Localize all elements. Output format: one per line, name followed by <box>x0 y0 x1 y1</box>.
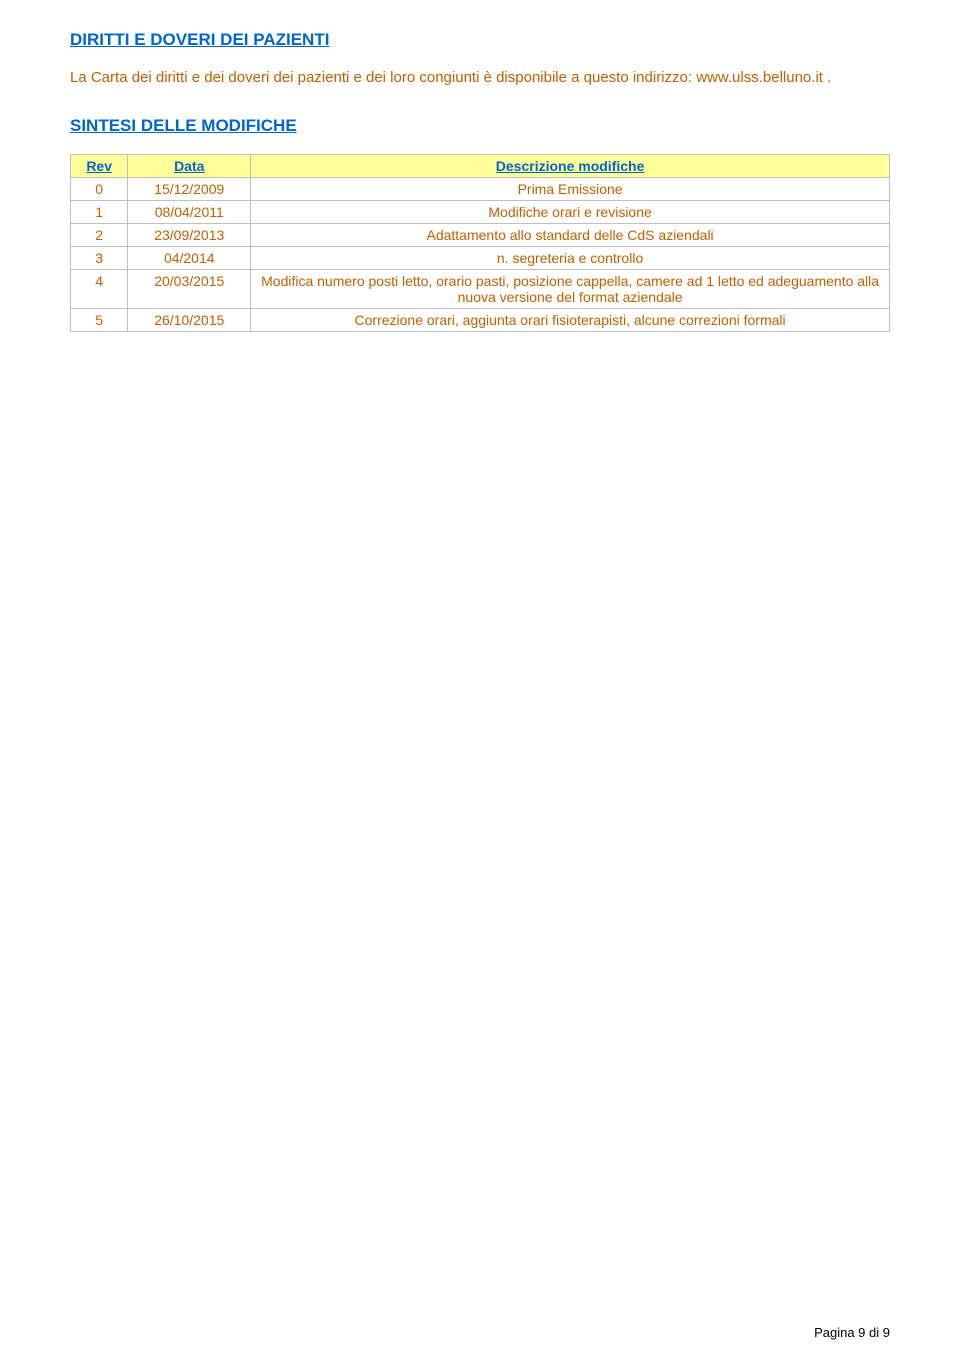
col-header-desc: Descrizione modifiche <box>251 155 890 178</box>
page-footer: Pagina 9 di 9 <box>814 1325 890 1340</box>
cell-rev: 3 <box>71 247 128 270</box>
table-row: 5 26/10/2015 Correzione orari, aggiunta … <box>71 309 890 332</box>
cell-rev: 4 <box>71 270 128 309</box>
cell-data: 15/12/2009 <box>128 178 251 201</box>
cell-data: 23/09/2013 <box>128 224 251 247</box>
table-row: 4 20/03/2015 Modifica numero posti letto… <box>71 270 890 309</box>
cell-desc: Modifica numero posti letto, orario past… <box>251 270 890 309</box>
table-row: 1 08/04/2011 Modifiche orari e revisione <box>71 201 890 224</box>
intro-text-pre: La Carta dei diritti e dei doveri dei pa… <box>70 69 696 86</box>
cell-data: 08/04/2011 <box>128 201 251 224</box>
cell-desc: Correzione orari, aggiunta orari fisiote… <box>251 309 890 332</box>
table-row: 2 23/09/2013 Adattamento allo standard d… <box>71 224 890 247</box>
cell-desc: Prima Emissione <box>251 178 890 201</box>
cell-rev: 0 <box>71 178 128 201</box>
col-header-rev: Rev <box>71 155 128 178</box>
intro-text-post: . <box>827 69 831 86</box>
table-header-row: Rev Data Descrizione modifiche <box>71 155 890 178</box>
cell-data: 26/10/2015 <box>128 309 251 332</box>
table-row: 0 15/12/2009 Prima Emissione <box>71 178 890 201</box>
cell-rev: 2 <box>71 224 128 247</box>
table-body: 0 15/12/2009 Prima Emissione 1 08/04/201… <box>71 178 890 332</box>
col-header-data: Data <box>128 155 251 178</box>
cell-data: 20/03/2015 <box>128 270 251 309</box>
modifiche-table: Rev Data Descrizione modifiche 0 15/12/2… <box>70 154 890 332</box>
table-row: 3 04/2014 n. segreteria e controllo <box>71 247 890 270</box>
cell-desc: Adattamento allo standard delle CdS azie… <box>251 224 890 247</box>
cell-desc: Modifiche orari e revisione <box>251 201 890 224</box>
rights-heading: DIRITTI E DOVERI DEI PAZIENTI <box>70 30 890 50</box>
cell-desc: n. segreteria e controllo <box>251 247 890 270</box>
rights-intro: La Carta dei diritti e dei doveri dei pa… <box>70 68 890 88</box>
intro-link[interactable]: www.ulss.belluno.it <box>696 69 823 86</box>
cell-data: 04/2014 <box>128 247 251 270</box>
modifiche-heading: SINTESI DELLE MODIFICHE <box>70 116 890 136</box>
cell-rev: 5 <box>71 309 128 332</box>
cell-rev: 1 <box>71 201 128 224</box>
